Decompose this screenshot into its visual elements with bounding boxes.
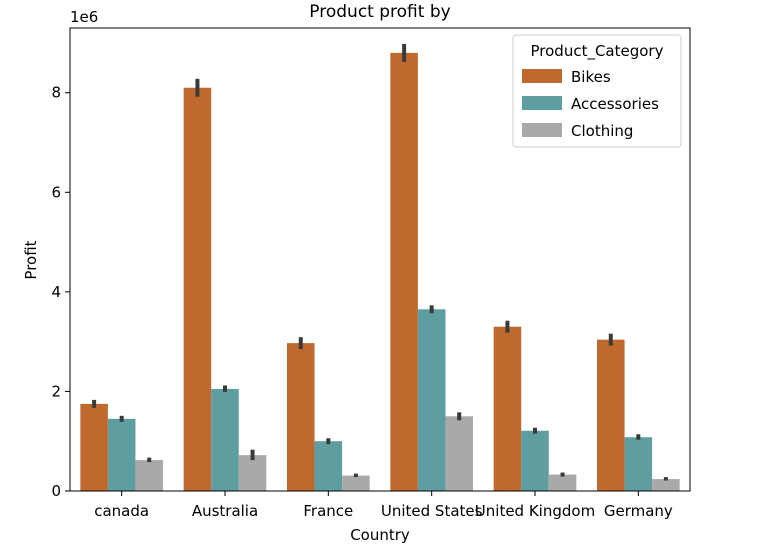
legend-label-bikes: Bikes bbox=[571, 68, 611, 86]
bar-clothing-united-kingdom bbox=[548, 474, 577, 491]
legend-box bbox=[512, 34, 682, 148]
legend-label-clothing: Clothing bbox=[571, 122, 633, 140]
bar-bikes-france bbox=[287, 343, 315, 491]
bar-accessories-united-kingdom bbox=[521, 430, 549, 491]
bar-bikes-united-states bbox=[390, 52, 418, 492]
x-tick-label: United States bbox=[381, 502, 483, 520]
y-tick-label: 6 bbox=[51, 183, 61, 201]
x-tick-label: Australia bbox=[192, 502, 258, 520]
x-tick-label: France bbox=[303, 502, 353, 520]
y-tick-label: 0 bbox=[51, 482, 61, 500]
y-axis-label: Profit bbox=[22, 240, 40, 279]
bar-accessories-france bbox=[314, 441, 343, 491]
bar-clothing-united-states bbox=[445, 416, 473, 491]
x-axis-label: Country bbox=[350, 526, 410, 544]
bar-clothing-australia bbox=[238, 455, 267, 491]
bar-accessories-germany bbox=[624, 437, 653, 491]
x-tick-label: Germany bbox=[604, 502, 673, 520]
bar-bikes-united-kingdom bbox=[493, 326, 522, 491]
legend-label-accessories: Accessories bbox=[571, 95, 659, 113]
bar-bikes-canada bbox=[80, 403, 108, 491]
error-bars-layer bbox=[92, 43, 668, 481]
x-tick-label: United Kingdom bbox=[475, 502, 595, 520]
plot-frame bbox=[69, 27, 691, 492]
legend-title: Product_Category bbox=[531, 42, 664, 61]
y-tick-label: 8 bbox=[51, 84, 61, 102]
legend: Product_Category Bikes Accessories Clothing bbox=[512, 34, 682, 148]
legend-swatch-accessories bbox=[522, 96, 562, 110]
chart-title: Product profit by bbox=[309, 2, 450, 22]
x-tick-label: canada bbox=[94, 502, 149, 520]
bar-clothing-germany bbox=[652, 479, 680, 491]
bar-clothing-france bbox=[342, 475, 370, 491]
legend-swatch-bikes bbox=[522, 69, 562, 83]
bar-accessories-australia bbox=[211, 388, 239, 491]
bar-accessories-canada bbox=[107, 418, 136, 491]
y-tick-label: 4 bbox=[51, 283, 61, 301]
axes-layer: 0 2 4 6 8 canada Australia France United StatesU… bbox=[51, 27, 691, 520]
bar-bikes-australia bbox=[183, 87, 212, 491]
bar-clothing-canada bbox=[135, 460, 163, 491]
bars-layer bbox=[80, 52, 680, 492]
y-axis-scale-label: 1e6 bbox=[70, 8, 98, 26]
bar-accessories-united-states bbox=[417, 309, 446, 491]
y-tick-label: 2 bbox=[51, 382, 61, 400]
bar-bikes-germany bbox=[597, 339, 625, 491]
legend-swatch-clothing bbox=[522, 123, 562, 137]
